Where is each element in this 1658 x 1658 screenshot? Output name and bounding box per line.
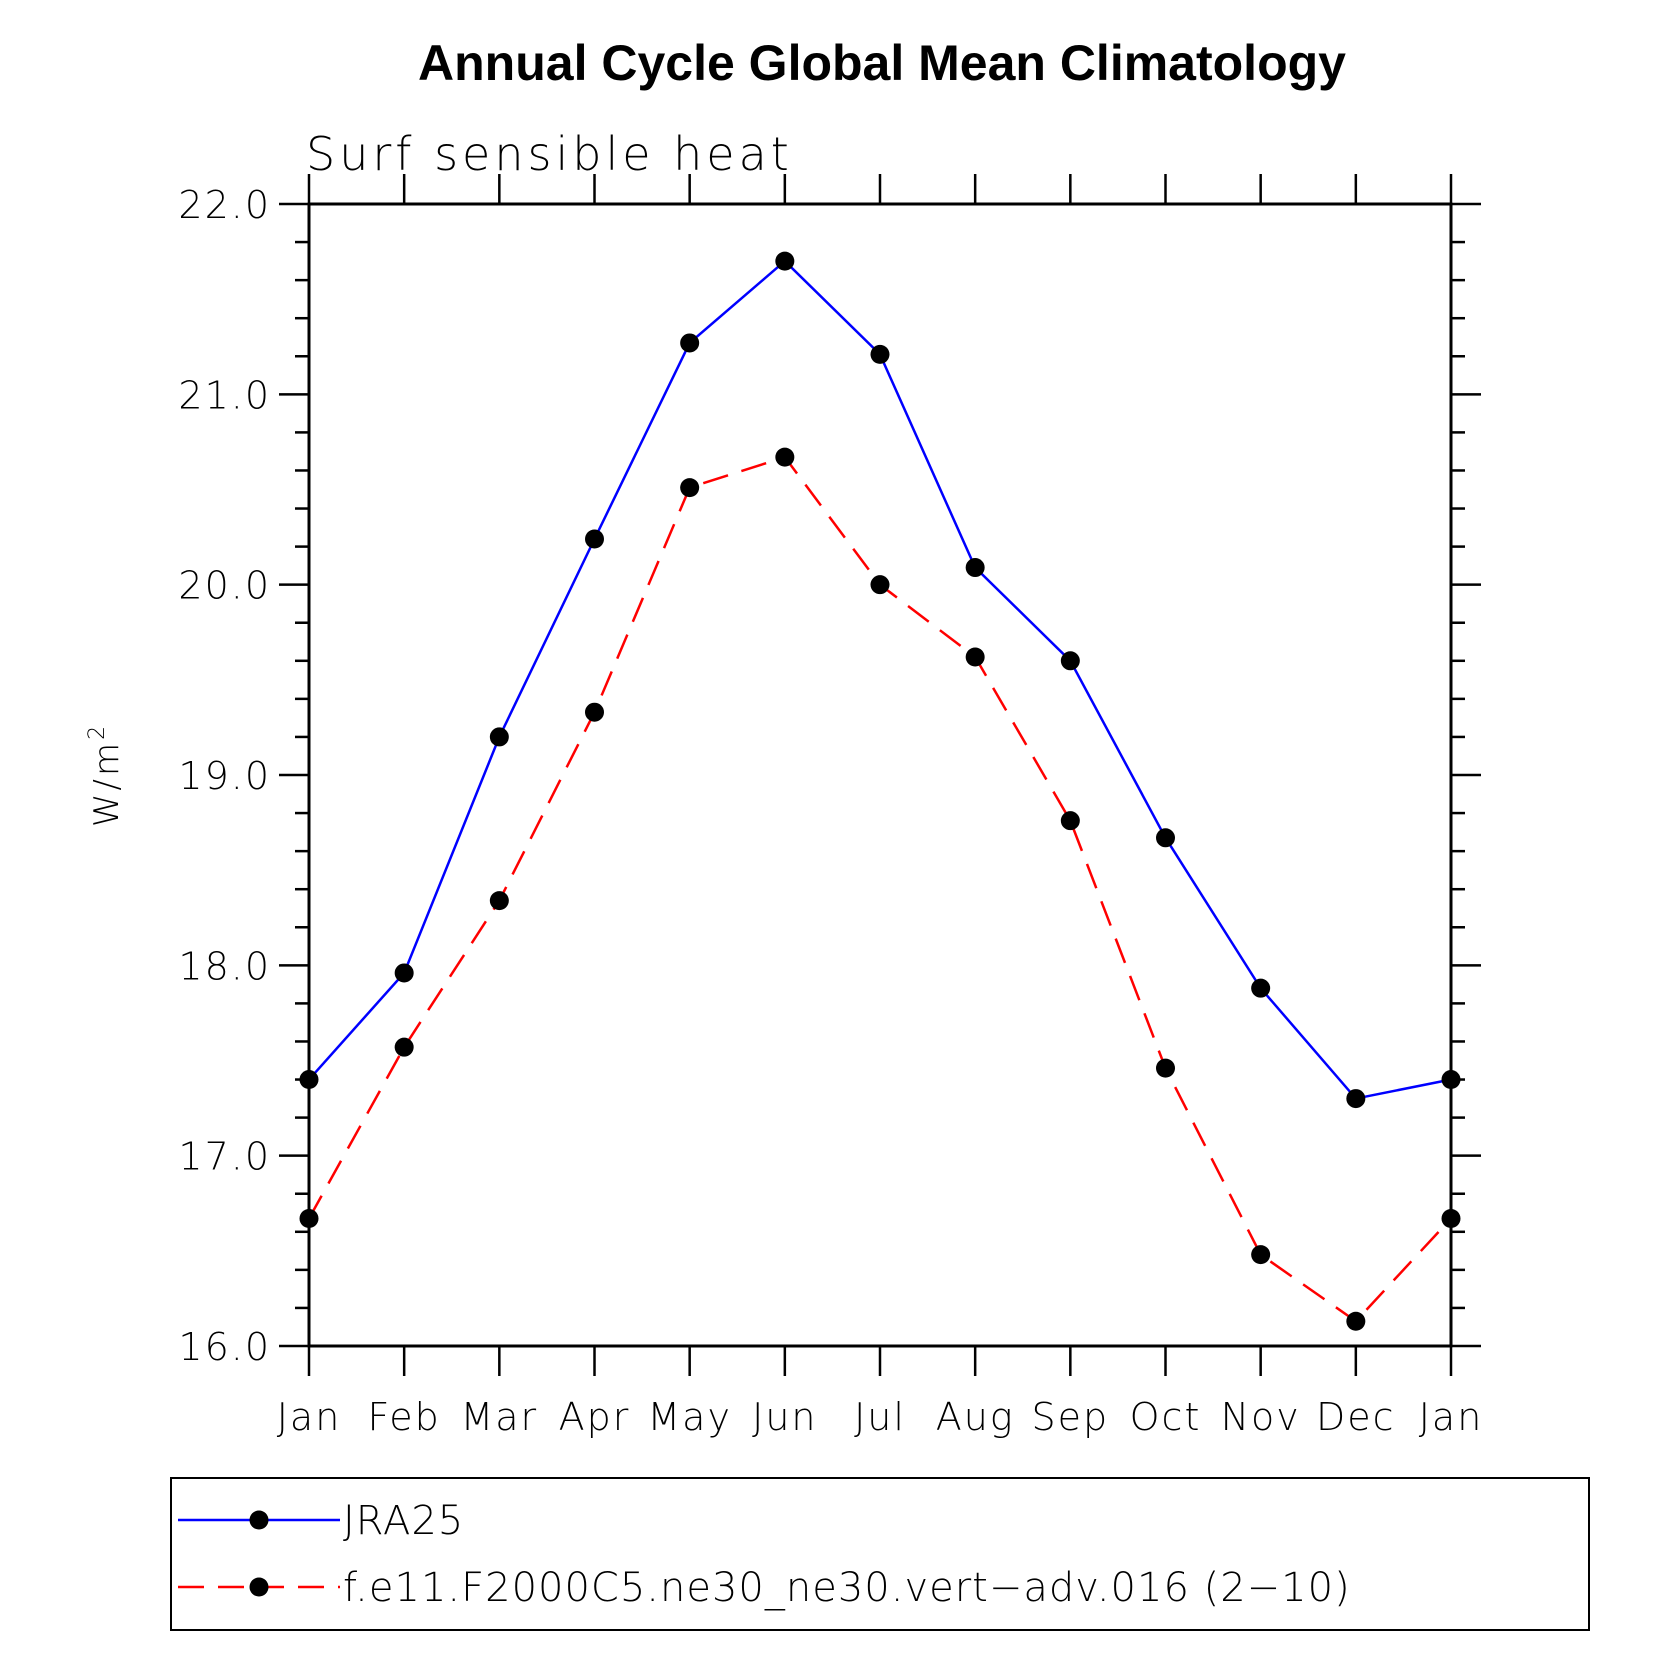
series-marker: [489, 727, 509, 747]
series-marker: [870, 575, 890, 595]
series-marker: [1346, 1089, 1366, 1109]
legend-label: JRA25: [343, 1498, 464, 1544]
series-marker: [585, 529, 604, 549]
x-tick-label: Dec: [1316, 1395, 1396, 1439]
series-marker: [1251, 978, 1271, 998]
series-marker: [965, 647, 985, 667]
legend-marker: [249, 1510, 269, 1530]
series-marker: [1346, 1311, 1366, 1331]
legend-label: f.e11.F2000C5.ne30_ne30.vert−adv.016 (2−…: [343, 1565, 1351, 1611]
y-tick-label: 16.0: [178, 1325, 271, 1369]
y-tick-label: 18.0: [178, 944, 271, 988]
x-tick-label: Feb: [368, 1395, 441, 1439]
x-tick-label: Jan: [1419, 1395, 1484, 1439]
series-marker: [1251, 1245, 1271, 1265]
y-tick-label: 22.0: [178, 183, 271, 227]
series-marker: [489, 891, 509, 911]
series-marker: [585, 702, 604, 722]
series-marker: [299, 1208, 319, 1228]
series-marker: [1441, 1070, 1461, 1090]
x-axis: Jan Feb Mar Apr May Jun Jul Aug Sep Oct Nov Dec Jan: [277, 174, 1484, 1439]
series-marker: [965, 558, 985, 578]
x-tick-label: Jul: [854, 1395, 906, 1439]
series-marker: [680, 333, 700, 353]
y-tick-label: 21.0: [178, 373, 271, 417]
series-marker: [775, 251, 795, 271]
x-tick-label: Sep: [1032, 1395, 1110, 1439]
series-marker: [1060, 811, 1080, 831]
x-tick-label: Apr: [559, 1395, 631, 1439]
chart-subtitle: Surf sensible heat: [306, 127, 793, 181]
legend-box: [170, 1477, 1590, 1631]
series-layer: [299, 251, 1461, 1331]
series-marker: [394, 963, 414, 983]
x-tick-label: Jun: [752, 1395, 817, 1439]
series-line: [308, 259, 1452, 1100]
y-axis: 16.0 17.0 18.0 19.0 20.0 21.0 22.0: [178, 183, 1481, 1369]
series-marker: [775, 447, 795, 467]
y-tick-label: 17.0: [178, 1135, 271, 1179]
series-marker: [1060, 651, 1080, 671]
x-tick-label: Nov: [1221, 1395, 1301, 1439]
series-marker: [680, 478, 700, 498]
x-tick-label: Mar: [460, 1395, 538, 1439]
series-marker: [1156, 1058, 1175, 1078]
series-marker: [394, 1037, 414, 1057]
y-tick-label: 19.0: [178, 754, 271, 798]
x-tick-label: Aug: [936, 1395, 1015, 1439]
series-marker: [1156, 828, 1175, 848]
y-axis-label-superscript: 2: [85, 723, 110, 740]
legend-marker: [249, 1577, 269, 1597]
series-marker: [1441, 1208, 1461, 1228]
legend: JRA25 f.e11.F2000C5.ne30_ne30.vert−adv.01…: [178, 1498, 1351, 1611]
plot-frame: [307, 202, 1453, 1348]
y-axis-label: W/m2: [85, 723, 127, 827]
series-marker: [870, 344, 890, 364]
series-marker: [299, 1070, 319, 1090]
x-tick-label: Oct: [1130, 1395, 1202, 1439]
y-tick-label: 20.0: [178, 564, 271, 608]
y-axis-label-text: W/m: [87, 740, 127, 827]
x-tick-label: Jan: [277, 1395, 342, 1439]
chart-title: Annual Cycle Global Mean Climatology: [418, 35, 1346, 91]
x-tick-label: May: [647, 1395, 732, 1439]
